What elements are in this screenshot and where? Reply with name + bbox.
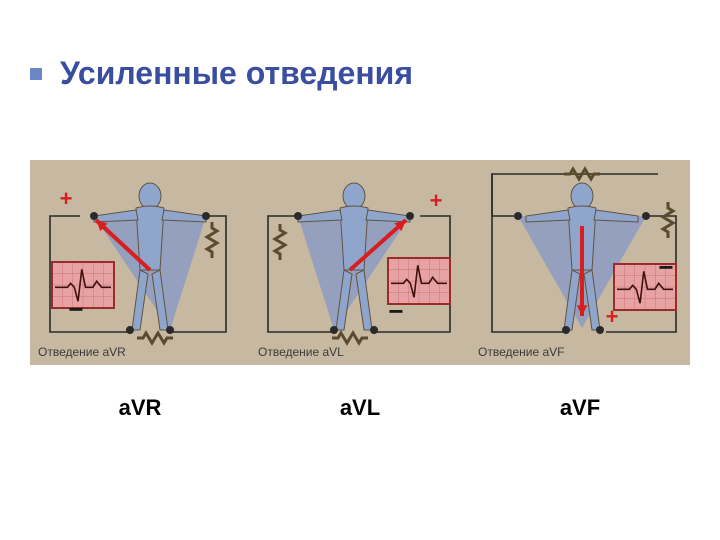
lead-label-avf: aVF	[470, 395, 690, 421]
svg-text:−: −	[388, 296, 403, 326]
panel-caption: Отведение aVF	[478, 345, 565, 359]
svg-text:+: +	[60, 186, 73, 211]
lead-label-avl: aVL	[250, 395, 470, 421]
svg-text:+: +	[430, 188, 443, 213]
bottom-labels: aVRaVLaVF	[30, 395, 690, 421]
page-title: Усиленные отведения	[60, 55, 413, 92]
lead-panel-avr: + − Отведение aVR	[30, 160, 250, 365]
title-bullet	[30, 68, 42, 80]
lead-panel-avf: + − Отведение aVF	[470, 160, 690, 365]
panel-caption: Отведение aVR	[38, 345, 126, 359]
lead-panel-avl: + − Отведение aVL	[250, 160, 470, 365]
diagram-strip: + − Отведение aVR + − Отведение aVL + − Отведени…	[30, 160, 690, 365]
panel-caption: Отведение aVL	[258, 345, 344, 359]
lead-label-avr: aVR	[30, 395, 250, 421]
svg-text:+: +	[606, 304, 619, 329]
svg-text:−: −	[68, 294, 83, 324]
svg-text:−: −	[658, 252, 673, 282]
